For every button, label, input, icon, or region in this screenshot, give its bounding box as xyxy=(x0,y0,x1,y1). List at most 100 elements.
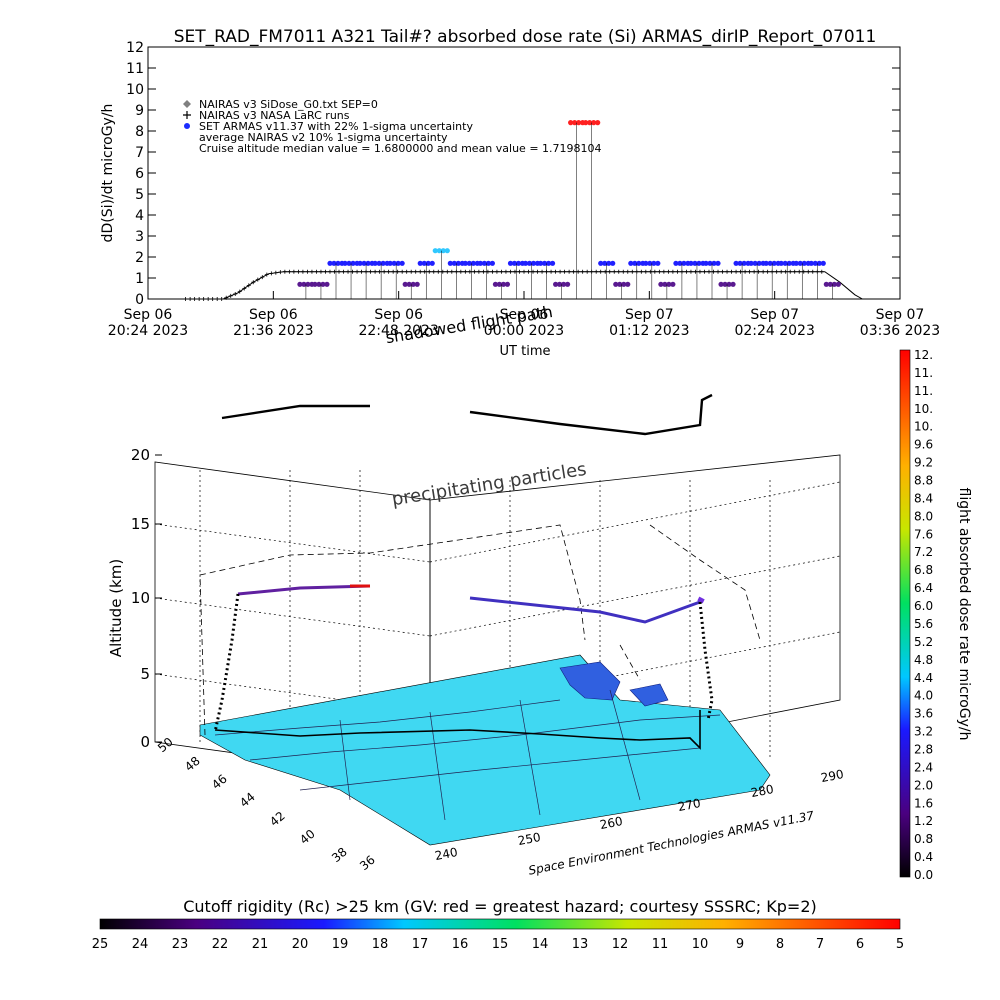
nairas-plus-marker xyxy=(490,269,495,274)
armas-data-point xyxy=(741,260,747,266)
armas-data-point xyxy=(733,260,739,266)
armas-data-point xyxy=(737,260,743,266)
nairas-plus-marker xyxy=(734,269,739,274)
cutoff-rigidity-colorbar-tick-label: 24 xyxy=(132,937,149,952)
armas-data-point xyxy=(763,260,769,266)
dose-rate-colorbar-tick-label: 7.2 xyxy=(914,545,933,559)
nairas-plus-marker xyxy=(355,269,360,274)
timeseries-x-tick-label: Sep 07 xyxy=(876,307,925,323)
nairas-plus-marker xyxy=(242,286,247,291)
timeseries-x-tick-label: Sep 07 xyxy=(625,307,674,323)
nairas-plus-marker xyxy=(503,269,508,274)
nairas-plus-marker xyxy=(210,297,215,301)
armas-data-point xyxy=(730,281,736,287)
cutoff-rigidity-colorbar-tick-label: 22 xyxy=(212,937,229,952)
precipitating-particle-layer xyxy=(155,340,850,580)
armas-data-point xyxy=(492,281,499,287)
armas-data-point xyxy=(504,281,511,287)
dose-rate-colorbar-scale xyxy=(899,349,911,878)
altitude-axis-label: Altitude (km) xyxy=(107,559,125,657)
armas-data-point xyxy=(522,260,529,266)
cutoff-rigidity-colorbar-tick-label: 8 xyxy=(776,937,784,952)
latitude-tick-label: 44 xyxy=(237,790,258,811)
armas-data-point xyxy=(331,260,337,266)
nairas-plus-marker xyxy=(788,269,793,274)
dose-rate-colorbar-tick-label: 12. xyxy=(914,348,933,362)
armas-data-point xyxy=(786,260,792,266)
timeseries-x-tick-label: Sep 06 xyxy=(124,307,173,323)
dose-rate-colorbar-tick-label: 4.8 xyxy=(914,653,933,667)
armas-data-point xyxy=(545,260,552,266)
dose-rate-colorbar: 12. 11. 11. 10. 10. 9.6 9.2 8.8 8.4 8.0 7.6 7.2 6.8 6… xyxy=(899,348,972,882)
nairas-plus-marker xyxy=(670,269,675,274)
nairas-plus-marker xyxy=(810,269,815,274)
timeseries-x-tick-label: 01:12 2023 xyxy=(609,323,689,339)
cutoff-rigidity-colorbar-tick-label: 25 xyxy=(92,937,109,952)
dose-rate-colorbar-tick-label: 10. xyxy=(914,402,933,416)
armas-data-point xyxy=(470,260,476,266)
altitude-tick-label: 5 xyxy=(140,665,150,683)
legend-marker-diamond xyxy=(183,100,191,108)
dose-rate-colorbar-tick-label: 4.0 xyxy=(914,689,933,703)
nairas-plus-marker xyxy=(305,269,310,274)
armas-data-point xyxy=(346,260,352,266)
armas-data-point xyxy=(357,260,363,266)
armas-data-point xyxy=(305,281,311,287)
armas-data-point xyxy=(602,260,608,266)
nairas-plus-marker xyxy=(291,269,296,274)
nairas-plus-marker xyxy=(706,269,711,274)
latitude-tick-label: 50 xyxy=(155,735,176,756)
armas-data-point xyxy=(673,260,679,266)
armas-data-point xyxy=(320,281,326,287)
armas-data-point xyxy=(812,260,818,266)
armas-data-point xyxy=(485,260,491,266)
nairas-plus-marker xyxy=(540,269,545,274)
armas-data-point xyxy=(655,260,661,266)
armas-data-point xyxy=(530,260,537,266)
dose-rate-colorbar-tick-label: 1.6 xyxy=(914,796,933,810)
nairas-plus-marker xyxy=(729,269,734,274)
armas-data-point xyxy=(342,260,348,266)
armas-data-point xyxy=(511,260,518,266)
dose-rate-colorbar-tick-label: 8.0 xyxy=(914,509,933,523)
dose-rate-colorbar-tick-label: 0.0 xyxy=(914,868,933,882)
armas-data-point xyxy=(395,260,401,266)
dose-rate-colorbar-tick-label: 10. xyxy=(914,420,933,434)
timeseries-y-tick-label: 11 xyxy=(126,61,144,77)
timeseries-x-tick-label: 02:24 2023 xyxy=(734,323,814,339)
latitude-tick-label: 48 xyxy=(182,754,203,775)
longitude-ticks: 240 250 260 270 280 290 xyxy=(434,767,845,863)
nairas-plus-marker xyxy=(792,269,797,274)
nairas-plus-marker xyxy=(585,269,590,274)
armas-data-point xyxy=(835,281,841,287)
nairas-plus-marker xyxy=(183,297,188,301)
cutoff-rigidity-colorbar-tick-label: 13 xyxy=(572,937,589,952)
nairas-plus-marker xyxy=(598,269,603,274)
dose-rate-colorbar-ticks: 12. 11. 11. 10. 10. 9.6 9.2 8.8 8.4 8.0 7.6 7.2 6.8 6… xyxy=(914,348,933,882)
cutoff-rigidity-colorbar-tick-label: 5 xyxy=(896,937,904,952)
armas-data-point xyxy=(376,260,382,266)
longitude-tick-label: 270 xyxy=(677,796,702,814)
cutoff-rigidity-colorbar-tick-label: 23 xyxy=(172,937,189,952)
dose-rate-colorbar-tick-label: 11. xyxy=(914,384,933,398)
nairas-plus-marker xyxy=(337,269,342,274)
timeseries-x-tick-label: 22:48 2023 xyxy=(358,323,438,339)
armas-data-point xyxy=(297,281,303,287)
armas-data-point xyxy=(681,260,687,266)
nairas-plus-marker xyxy=(233,291,238,296)
nairas-plus-marker xyxy=(314,269,319,274)
armas-data-point xyxy=(489,260,495,266)
nairas-plus-marker xyxy=(431,269,436,274)
cutoff-rigidity-colorbar-tick-label: 6 xyxy=(856,937,864,952)
nairas-plus-marker xyxy=(409,269,414,274)
nairas-plus-marker xyxy=(797,269,802,274)
armas-data-point xyxy=(587,120,593,126)
cutoff-rigidity-colorbar-tick-label: 18 xyxy=(372,937,389,952)
armas-data-point xyxy=(414,281,420,287)
armas-data-point xyxy=(324,281,330,287)
armas-data-point xyxy=(621,281,627,287)
nairas-plus-marker xyxy=(571,269,576,274)
nairas-plus-marker xyxy=(300,269,305,274)
timeseries-y-tick-label: 6 xyxy=(135,166,144,182)
armas-data-point xyxy=(820,260,826,266)
